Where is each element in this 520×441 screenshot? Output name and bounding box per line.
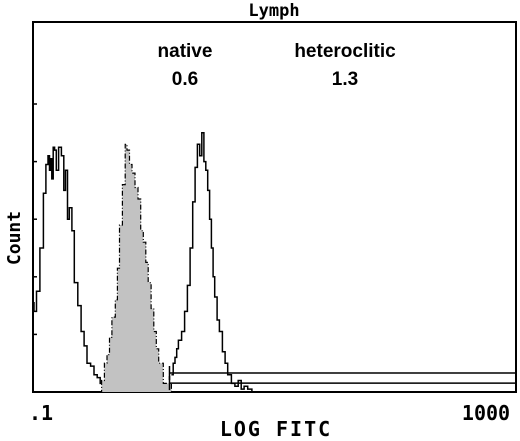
x-tick-labels: .1 1000 [29, 387, 517, 425]
series-1-line [98, 143, 172, 393]
x-tick-label-0: .1 [29, 401, 53, 425]
annotation-heteroclitic-value: 1.3 [332, 69, 358, 90]
chart-title: Lymph [248, 1, 299, 21]
plot-frame [32, 21, 517, 393]
annotation-heteroclitic-label: heteroclitic [294, 41, 396, 62]
series-2-line [171, 132, 253, 392]
x-tick-label-1: 1000 [462, 401, 510, 425]
annotation-native-label: native [158, 41, 213, 62]
annotation-native-value: 0.6 [172, 69, 198, 90]
plot-area [32, 21, 517, 393]
series-0-line [33, 146, 124, 392]
annotations: native 0.6 heteroclitic 1.3 [158, 41, 397, 90]
y-axis-label: Count [4, 211, 25, 265]
x-axis-label: LOG FITC [220, 417, 332, 441]
series-1-fill [98, 144, 172, 392]
